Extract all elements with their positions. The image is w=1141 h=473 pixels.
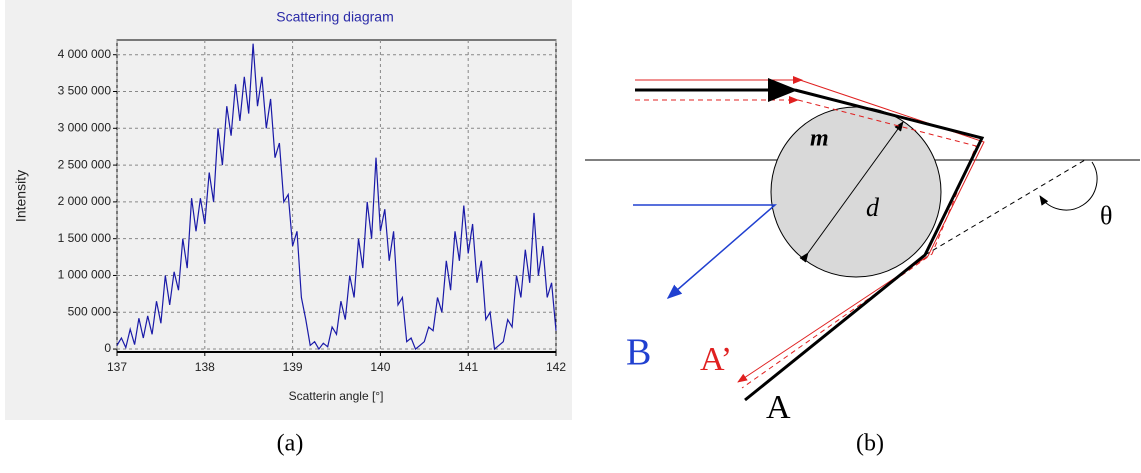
label-d: d xyxy=(866,193,880,222)
y-tick-label: 4 000 000 xyxy=(58,47,112,61)
x-axis-label: Scatterin angle [°] xyxy=(289,389,384,403)
particle xyxy=(770,106,942,278)
caption: (b) xyxy=(856,431,884,457)
y-tick-label: 3 000 000 xyxy=(58,120,112,134)
y-tick-label: 2 500 000 xyxy=(58,157,112,171)
ray-red-dashed xyxy=(741,99,977,389)
y-tick-label: 0 xyxy=(104,341,111,355)
y-tick-label: 2 000 000 xyxy=(58,194,112,208)
y-tick-label: 1 000 000 xyxy=(58,268,112,282)
x-tick-label: 138 xyxy=(195,360,215,374)
caption: (a) xyxy=(277,431,304,457)
x-tick-label: 141 xyxy=(458,360,478,374)
label-A-prime: A’ xyxy=(700,341,732,378)
x-tick-label: 139 xyxy=(283,360,303,374)
x-tick-label: 142 xyxy=(546,360,566,374)
ray-main xyxy=(744,88,985,402)
ray-red xyxy=(737,79,985,383)
diameter-arrow xyxy=(799,121,904,263)
plot-area xyxy=(116,39,557,353)
diagram: m d θ A A’ B xyxy=(585,76,1140,426)
label-m: m xyxy=(810,126,829,152)
y-tick-label: 3 500 000 xyxy=(58,84,112,98)
label-A: A xyxy=(766,389,791,426)
chart-title: Scattering diagram xyxy=(276,9,394,25)
angle-arc xyxy=(1039,161,1098,211)
data-line xyxy=(116,43,557,351)
x-tick-label: 137 xyxy=(107,360,127,374)
label-theta: θ xyxy=(1100,201,1112,230)
label-B: B xyxy=(626,332,651,374)
y-axis-label: Intensity xyxy=(13,170,29,222)
y-tick-label: 1 500 000 xyxy=(58,231,112,245)
extension xyxy=(924,159,1086,256)
ray-blue xyxy=(633,204,778,299)
y-tick-label: 500 000 xyxy=(68,304,112,318)
x-tick-label: 140 xyxy=(370,360,390,374)
